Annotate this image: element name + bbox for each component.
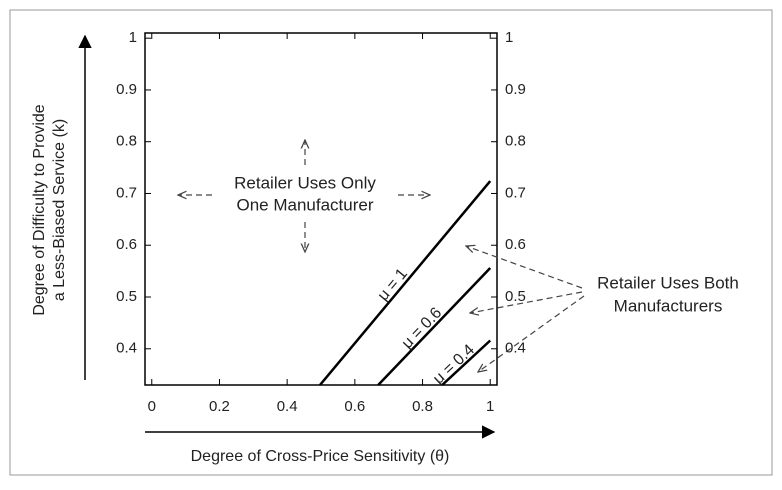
y-tick-label: 0.8 <box>116 133 137 150</box>
annotation: One Manufacturer <box>236 195 373 214</box>
series-line <box>319 180 492 386</box>
y-tick-label: 0.6 <box>116 236 137 253</box>
y-axis-label-line: Degree of Difficulty to Provide <box>31 104 48 315</box>
y-tick-label: 0.7 <box>116 184 137 201</box>
series-line <box>441 339 492 386</box>
y-tick-label: 1 <box>505 29 513 46</box>
arrow <box>478 295 585 372</box>
annotation: Retailer Uses Both <box>597 273 739 292</box>
x-tick-label: 1 <box>486 398 494 415</box>
x-tick-label: 0 <box>148 398 156 415</box>
arrow <box>466 246 583 289</box>
y-tick-label: 0.6 <box>505 236 526 253</box>
frame <box>9 9 773 476</box>
y-axis-label: Degree of Difficulty to Provide a Less-B… <box>31 104 68 315</box>
y-tick-label: 0.7 <box>505 184 526 201</box>
x-axis-label: Degree of Cross-Price Sensitivity (θ) <box>191 448 450 465</box>
y-tick-label: 0.8 <box>505 133 526 150</box>
y-tick-label: 0.5 <box>505 288 526 305</box>
y-tick-label: 1 <box>129 29 137 46</box>
x-tick-label: 0.4 <box>277 398 298 415</box>
y-tick-label: 0.9 <box>505 81 526 98</box>
annotation: Manufacturers <box>614 296 723 315</box>
line-label: μ = 0.6 <box>399 304 446 352</box>
line-label: μ = 0.4 <box>430 341 478 387</box>
x-tick-label: 0.8 <box>412 398 433 415</box>
y-tick-label: 0.9 <box>116 81 137 98</box>
y-tick-label: 0.4 <box>116 340 137 357</box>
y-tick-label: 0.5 <box>116 288 137 305</box>
y-axis-label-line: a Less-Biased Service (k) <box>51 119 68 301</box>
series-line <box>377 267 492 386</box>
arrow <box>470 291 583 313</box>
x-tick-label: 0.6 <box>344 398 365 415</box>
x-tick-label: 0.2 <box>209 398 230 415</box>
y-tick-label: 0.4 <box>505 340 526 357</box>
annotation: Retailer Uses Only <box>234 173 376 192</box>
